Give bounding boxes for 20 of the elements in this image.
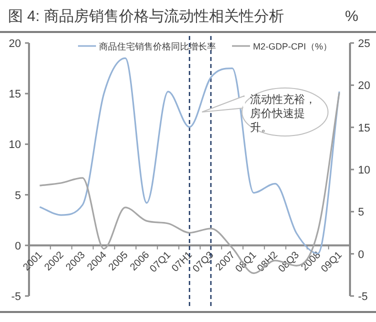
annotation: 流动性充裕，房价快速提升。 (250, 93, 316, 134)
y-tick-label: 10 (8, 139, 21, 152)
y2-tick-label: 15 (358, 122, 370, 134)
y2-tick-label: 20 (358, 80, 370, 92)
y2-tick-label: 25 (358, 38, 370, 50)
y2-tick-label: 5 (358, 206, 364, 219)
legend-label: 商品住宅销售价格同比增长率 (99, 42, 216, 52)
title: 图 4: 商品房销售价格与流动性相关性分析 (8, 8, 284, 25)
y2-tick-label: 10 (358, 164, 370, 176)
y-tick-label: 20 (8, 38, 21, 50)
y-tick-label: 15 (8, 88, 21, 101)
legend-label: M2-GDP-CPI（%） (253, 42, 332, 52)
legend-item: 商品住宅销售价格同比增长率 (78, 42, 216, 52)
text: % (345, 8, 358, 25)
legend-item: M2-GDP-CPI（%） (232, 42, 332, 52)
y-tick-label: -5 (11, 291, 21, 303)
y2-tick-label: 0 (358, 248, 364, 261)
y-tick-label: 5 (14, 190, 21, 202)
y-tick-label: 0 (14, 240, 21, 252)
y2-tick-label: -5 (358, 291, 368, 303)
